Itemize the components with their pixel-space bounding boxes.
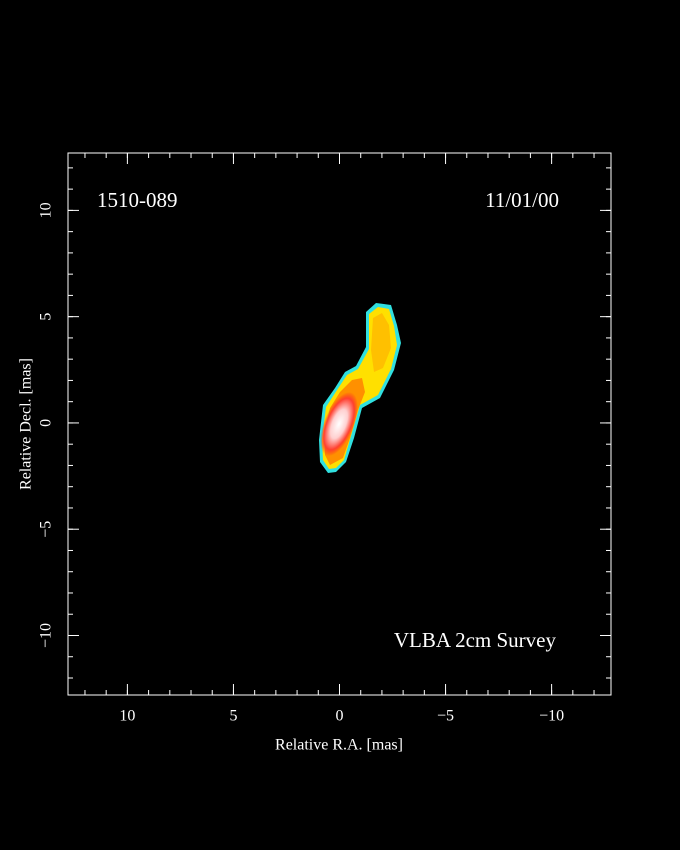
- y-tick-label: 10: [38, 202, 55, 218]
- epoch: 11/01/00: [485, 188, 559, 212]
- x-tick-label: 10: [119, 708, 135, 725]
- core: [320, 391, 358, 457]
- source-image: [319, 303, 401, 473]
- source-name: 1510-089: [97, 188, 178, 212]
- x-tick-label: 5: [229, 708, 237, 725]
- y-tick-label: −10: [38, 623, 55, 648]
- survey-label: VLBA 2cm Survey: [394, 628, 557, 652]
- y-tick-label: 0: [38, 419, 55, 427]
- x-tick-label: −5: [437, 708, 454, 725]
- x-tick-label: −10: [539, 708, 564, 725]
- contour-jet: [371, 313, 391, 372]
- y-tick-label: 5: [38, 313, 55, 321]
- x-axis-label: Relative R.A. [mas]: [275, 737, 403, 754]
- y-tick-label: −5: [38, 521, 55, 538]
- y-axis-label: Relative Decl. [mas]: [18, 358, 35, 490]
- x-tick-label: 0: [336, 708, 344, 725]
